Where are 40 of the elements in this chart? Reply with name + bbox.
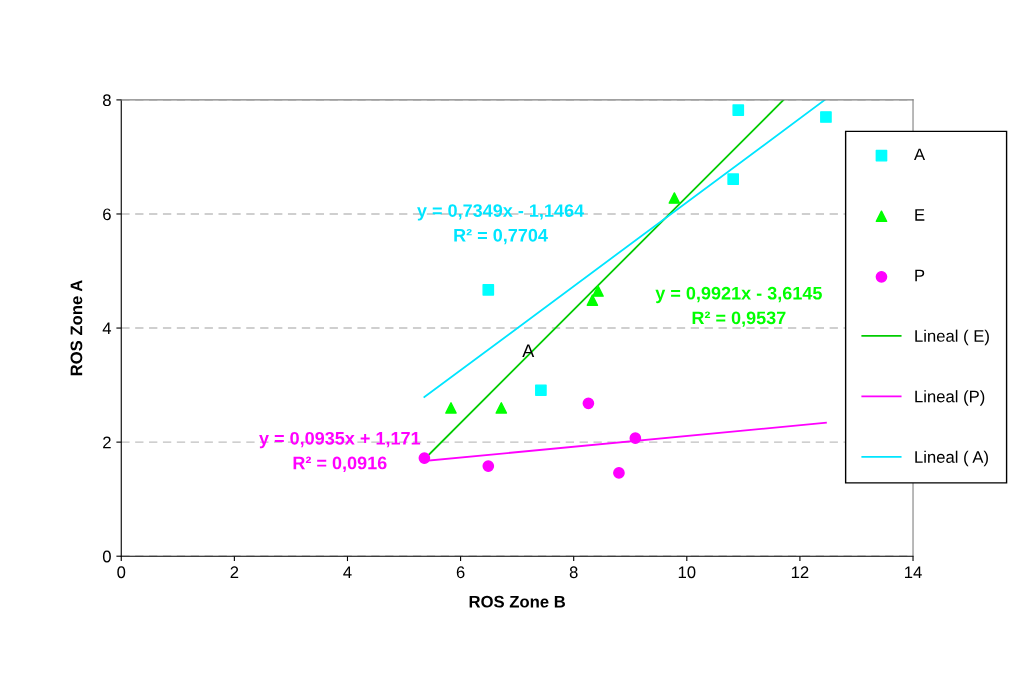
point [629,432,642,444]
legend-label: A [914,148,926,161]
point [586,294,599,306]
legend-label: P [915,269,925,282]
point [592,285,604,297]
point [727,173,740,186]
y-tick-label: 2 [103,436,111,449]
point [482,283,495,296]
annotation: y = 0,0935x + 1,171 R² = 0,0916 [259,431,421,472]
x-tick-label: 4 [343,566,352,578]
y-tick-label: 0 [102,550,111,563]
legend-label: Lineal ( E) [915,329,989,346]
legend-label: Lineal (P) [915,390,985,406]
annotation: y = 0,9921x - 3,6145 R² = 0,9537 [655,286,822,327]
x-tick-label: 6 [456,566,465,579]
y-axis-title: ROS Zone A [70,280,83,376]
point [582,397,595,410]
y-tick-label: 4 [102,322,112,335]
point [495,402,508,414]
point [535,384,547,397]
x-tick-label: 14 [905,566,922,578]
x-tick-label: 10 [678,566,696,579]
point [482,460,495,472]
point [418,452,431,464]
point [732,104,745,117]
point [668,192,681,204]
y-tick-label: 6 [103,208,111,221]
x-tick-label: 8 [569,566,578,579]
y-tick-label: 8 [102,94,111,107]
x-tick-label: 12 [791,566,809,578]
point [445,402,457,414]
annotation: y = 0,7349x - 1,1464 R² = 0,7704 [417,204,584,245]
legend-label: E [915,209,925,221]
legend-label: Lineal ( A) [915,450,988,467]
point [820,111,832,123]
x-axis-title: ROS Zone B [469,595,565,608]
point [613,467,625,479]
x-tick-label: 2 [230,566,239,578]
x-tick-label: 0 [117,566,126,579]
annotation: A [522,344,535,357]
